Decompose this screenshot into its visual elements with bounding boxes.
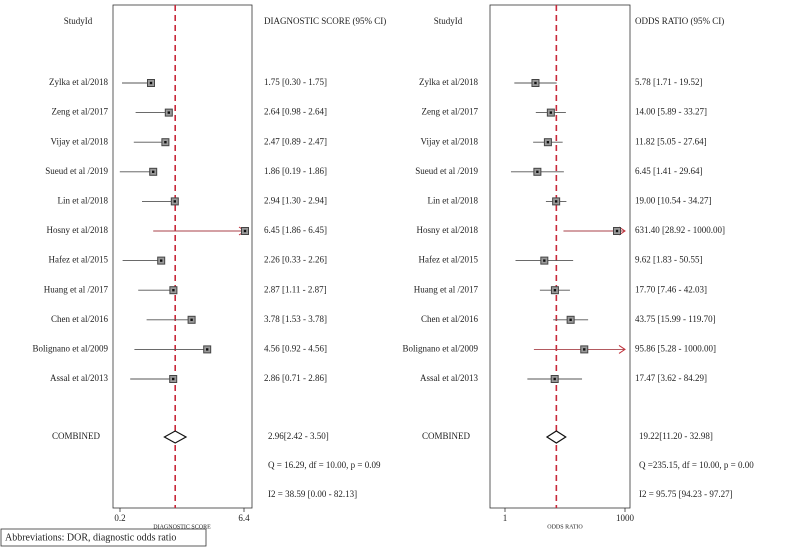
estimate-dot bbox=[172, 289, 175, 292]
estimate-dot bbox=[160, 259, 163, 262]
estimate-label: 1.75 [0.30 - 1.75] bbox=[264, 77, 327, 87]
estimate-dot bbox=[164, 141, 167, 144]
estimate-dot bbox=[546, 141, 550, 144]
study-label: Assal et al/2013 bbox=[50, 373, 108, 383]
study-label: Chen et al/2016 bbox=[421, 314, 478, 324]
estimate-dot bbox=[553, 289, 557, 292]
estimate-dot bbox=[149, 81, 153, 85]
heterogeneity-stat: Q = 16.29, df = 10.00, p = 0.09 bbox=[268, 460, 381, 470]
estimate-label: 6.45 [1.86 - 6.45] bbox=[264, 225, 327, 235]
estimate-dot bbox=[172, 377, 175, 381]
estimate-dot bbox=[549, 111, 553, 114]
study-label: Zeng et al/2017 bbox=[422, 107, 479, 117]
x-tick-label: 1000 bbox=[616, 513, 635, 523]
estimate-label: 2.47 [0.89 - 2.47] bbox=[264, 136, 327, 146]
x-tick-label: 0.2 bbox=[114, 513, 125, 523]
estimate-label: 19.00 [10.54 - 34.27] bbox=[635, 195, 712, 205]
pooled-label: COMBINED bbox=[52, 431, 101, 441]
estimate-dot bbox=[543, 259, 546, 262]
study-label: Hosny et al/2018 bbox=[417, 225, 479, 235]
estimate-label: 14.00 [5.89 - 33.27] bbox=[635, 107, 707, 117]
plot-frame bbox=[112, 4, 253, 509]
estimate-label: 1.86 [0.19 - 1.86] bbox=[264, 166, 327, 176]
estimate-label: 2.87 [1.11 - 2.87] bbox=[264, 284, 327, 294]
ci-arrow bbox=[618, 344, 626, 354]
footnote: Abbreviations: DOR, diagnostic odds rati… bbox=[5, 532, 176, 543]
estimate-label: 9.62 [1.83 - 50.55] bbox=[635, 255, 703, 265]
study-label: Zeng et al/2017 bbox=[52, 107, 109, 117]
estimate-label: 3.78 [1.53 - 3.78] bbox=[264, 314, 327, 324]
estimate-label: 95.86 [5.28 - 1000.00] bbox=[635, 343, 716, 353]
estimate-label: 4.56 [0.92 - 4.56] bbox=[264, 343, 327, 353]
study-label: Assal et al/2013 bbox=[420, 373, 478, 383]
estimate-dot bbox=[152, 170, 155, 173]
pooled-label: COMBINED bbox=[422, 431, 471, 441]
study-label: Bolignano et al/2009 bbox=[33, 343, 109, 353]
estimate-label: 43.75 [15.99 - 119.70] bbox=[635, 314, 716, 324]
x-tick-label: 1 bbox=[503, 513, 508, 523]
study-label: Zylka et al/2018 bbox=[419, 77, 478, 87]
heterogeneity-stat: I2 = 38.59 [0.00 - 82.13] bbox=[268, 489, 357, 499]
estimate-label: 2.86 [0.71 - 2.86] bbox=[264, 373, 327, 383]
estimate-header: ODDS RATIO (95% CI) bbox=[635, 16, 724, 26]
x-axis-label: DIAGNOSTIC SCORE bbox=[153, 524, 211, 530]
estimate-label: 17.70 [7.46 - 42.03] bbox=[635, 284, 707, 294]
study-label: Lin et al/2018 bbox=[58, 195, 109, 205]
estimate-label: 5.78 [1.71 - 19.52] bbox=[635, 77, 703, 87]
estimate-dot bbox=[206, 348, 209, 351]
pooled-diamond bbox=[545, 430, 567, 444]
study-label: Bolignano et al/2009 bbox=[403, 343, 479, 353]
estimate-dot bbox=[190, 318, 193, 321]
study-label: Zylka et al/2018 bbox=[49, 77, 108, 87]
x-axis-label: ODDS RATIO bbox=[547, 524, 583, 530]
x-tick-label: 6.4 bbox=[238, 513, 250, 523]
study-label: Hafez et al/2015 bbox=[49, 255, 109, 265]
estimate-label: 17.47 [3.62 - 84.29] bbox=[635, 373, 707, 383]
pooled-estimate-label: 19.22[11.20 - 32.98] bbox=[639, 431, 713, 441]
study-header: StudyId bbox=[64, 16, 93, 26]
study-label: Chen et al/2016 bbox=[51, 314, 108, 324]
estimate-dot bbox=[167, 111, 170, 114]
study-label: Hosny et al/2018 bbox=[47, 225, 109, 235]
pooled-diamond bbox=[163, 430, 188, 444]
study-label: Sueud et al /2019 bbox=[45, 166, 108, 176]
plot-frame bbox=[489, 4, 631, 509]
estimate-dot bbox=[534, 81, 537, 85]
estimate-label: 2.94 [1.30 - 2.94] bbox=[264, 195, 327, 205]
estimate-dot bbox=[553, 377, 556, 381]
study-header: StudyId bbox=[434, 16, 463, 26]
study-label: Hafez et al/2015 bbox=[419, 255, 479, 265]
study-label: Lin et al/2018 bbox=[428, 195, 479, 205]
estimate-header: DIAGNOSTIC SCORE (95% CI) bbox=[264, 16, 386, 26]
footnote-box bbox=[0, 528, 207, 547]
heterogeneity-stat: I2 = 95.75 [94.23 - 97.27] bbox=[639, 489, 733, 499]
study-label: Sueud et al /2019 bbox=[415, 166, 478, 176]
estimate-dot bbox=[173, 200, 176, 203]
estimate-label: 631.40 [28.92 - 1000.00] bbox=[635, 225, 725, 235]
estimate-label: 2.64 [0.98 - 2.64] bbox=[264, 107, 327, 117]
estimate-label: 11.82 [5.05 - 27.64] bbox=[635, 136, 707, 146]
heterogeneity-stat: Q =235.15, df = 10.00, p = 0.00 bbox=[639, 460, 754, 470]
estimate-label: 2.26 [0.33 - 2.26] bbox=[264, 255, 327, 265]
estimate-dot bbox=[583, 348, 586, 351]
pooled-estimate-label: 2.96[2.42 - 3.50] bbox=[268, 431, 329, 441]
study-label: Huang et al /2017 bbox=[414, 284, 479, 294]
study-label: Vijay et al/2018 bbox=[421, 136, 479, 146]
estimate-dot bbox=[243, 229, 247, 233]
study-label: Huang et al /2017 bbox=[44, 284, 109, 294]
estimate-dot bbox=[536, 170, 539, 173]
estimate-dot bbox=[554, 200, 558, 203]
study-label: Vijay et al/2018 bbox=[51, 136, 109, 146]
estimate-label: 6.45 [1.41 - 29.64] bbox=[635, 166, 703, 176]
estimate-dot bbox=[615, 229, 619, 233]
estimate-dot bbox=[569, 318, 572, 321]
